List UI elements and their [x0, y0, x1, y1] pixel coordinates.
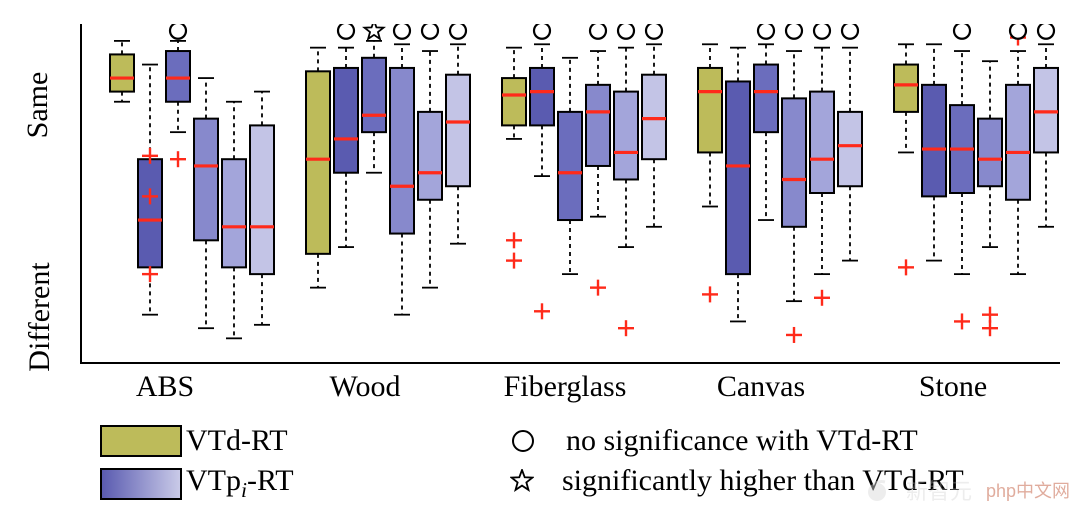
legend-vtp: VTpi-RT [100, 464, 294, 503]
figure: Same Different ABS Wood Fiberglass Canva… [0, 0, 1080, 514]
circle-icon [512, 430, 534, 452]
y-axis-label-same: Same [21, 45, 55, 165]
boxplot-svg [82, 24, 1060, 362]
legend-swatch-vtp [100, 468, 182, 500]
legend-label-sighigher: significantly higher than VTd-RT [562, 464, 964, 497]
legend-sighigher: significantly higher than VTd-RT [500, 464, 964, 498]
star-icon [510, 469, 534, 493]
plot-area [80, 24, 1060, 364]
x-tick-canvas: Canvas [696, 370, 826, 404]
x-tick-wood: Wood [310, 370, 420, 404]
legend-vtd: VTd-RT [100, 424, 288, 458]
x-tick-stone: Stone [898, 370, 1008, 404]
x-tick-abs: ABS [115, 370, 215, 404]
y-axis-label-different: Different [23, 252, 57, 382]
legend-nosig: no significance with VTd-RT [500, 424, 918, 458]
legend-label-vtp: VTpi-RT [186, 464, 294, 497]
legend: VTd-RT VTpi-RT no significance with VTd-… [100, 422, 1060, 502]
legend-label-vtd: VTd-RT [186, 424, 288, 457]
legend-label-nosig: no significance with VTd-RT [566, 424, 918, 457]
legend-swatch-vtd [100, 425, 182, 457]
x-tick-fiberglass: Fiberglass [480, 370, 650, 404]
